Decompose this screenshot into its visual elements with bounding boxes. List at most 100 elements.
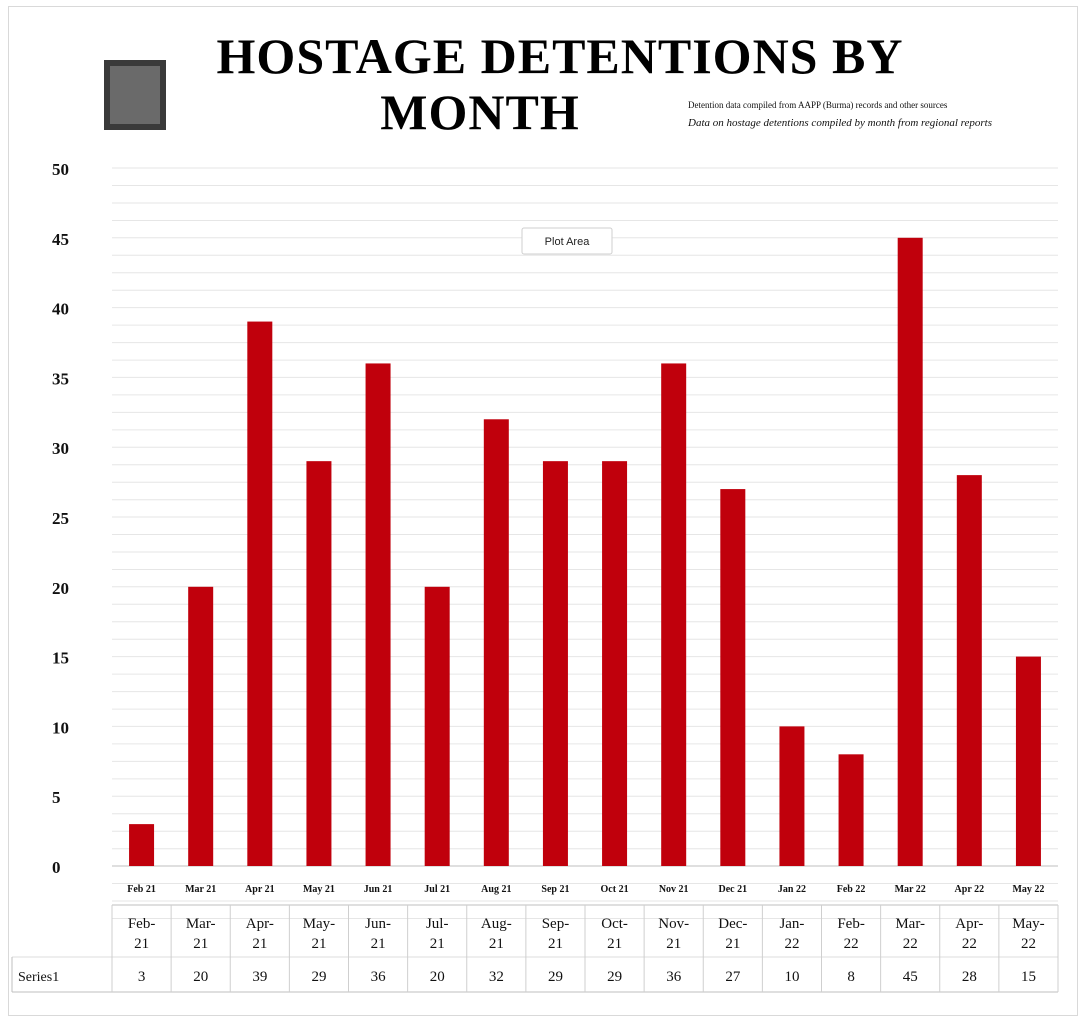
- table-value: 29: [311, 969, 326, 985]
- x-tick-label: Oct 21: [601, 884, 629, 895]
- table-header-year: 21: [666, 936, 681, 952]
- table-header-month: Sep-: [542, 916, 570, 932]
- table-value: 29: [548, 969, 563, 985]
- table-value: 20: [430, 969, 445, 985]
- bar: [779, 726, 805, 866]
- plot-area-tooltip-box: [521, 227, 613, 255]
- chart-title-line-1: HOSTAGE DETENTIONS BY: [216, 28, 904, 84]
- x-tick-label: Apr 22: [955, 884, 985, 895]
- table-header-year: 22: [784, 936, 799, 952]
- x-tick-label: Dec 21: [719, 884, 748, 895]
- table-header-year: 21: [311, 936, 326, 952]
- y-tick-label: 50: [52, 160, 69, 179]
- x-tick-label: Jul 21: [424, 884, 450, 895]
- subtitle-line-1: Detention data compiled from AAPP (Burma…: [688, 100, 948, 110]
- bar: [188, 586, 214, 866]
- x-tick-label: May 22: [1012, 884, 1044, 895]
- bar: [129, 824, 155, 866]
- y-tick-label: 40: [52, 300, 69, 319]
- table-header-month: Jan-: [779, 916, 804, 932]
- table-header-year: 21: [489, 936, 504, 952]
- table-header-year: 21: [193, 936, 208, 952]
- y-tick-label: 10: [52, 718, 69, 737]
- x-tick-label: Sep 21: [541, 884, 569, 895]
- table-header-month: Dec-: [718, 916, 747, 932]
- table-value: 28: [962, 969, 977, 985]
- x-tick-label: Jun 21: [364, 884, 393, 895]
- table-header-month: Feb-: [128, 916, 156, 932]
- table-header-year: 21: [371, 936, 386, 952]
- bar: [483, 419, 509, 866]
- plot-area-tooltip: Plot Area: [545, 236, 591, 248]
- x-tick-label: Mar 21: [185, 884, 216, 895]
- table-header-year: 22: [962, 936, 977, 952]
- x-tick-label: Mar 22: [895, 884, 926, 895]
- table-header-year: 21: [607, 936, 622, 952]
- bar: [424, 586, 450, 866]
- bar: [306, 461, 332, 866]
- bar: [661, 363, 687, 866]
- x-tick-label: Jan 22: [778, 884, 806, 895]
- table-header-year: 21: [252, 936, 267, 952]
- y-tick-label: 25: [52, 509, 69, 528]
- table-value: 36: [666, 969, 682, 985]
- table-value: 32: [489, 969, 504, 985]
- bar: [542, 461, 568, 866]
- chart-subtitle: Detention data compiled from AAPP (Burma…: [688, 96, 1028, 132]
- bar: [602, 461, 628, 866]
- table-value: 29: [607, 969, 622, 985]
- bar: [838, 754, 864, 866]
- bar: [247, 321, 273, 866]
- table-header-month: Apr-: [955, 916, 983, 932]
- y-tick-label: 0: [52, 858, 61, 877]
- table-header-month: Apr-: [246, 916, 274, 932]
- y-tick-label: 35: [52, 369, 69, 388]
- table-header-month: May-: [303, 916, 336, 932]
- table-value: 15: [1021, 969, 1036, 985]
- table-header-year: 21: [430, 936, 445, 952]
- bar: [365, 363, 391, 866]
- table-value: 39: [252, 969, 267, 985]
- chart-title-line-2: MONTH: [380, 84, 580, 140]
- table-header-year: 22: [903, 936, 918, 952]
- bar: [897, 237, 923, 867]
- table-header-month: Mar-: [186, 916, 216, 932]
- chart-title: HOSTAGE DETENTIONS BY MONTH: [150, 28, 970, 140]
- table-value: 8: [847, 969, 855, 985]
- table-value: 3: [138, 969, 146, 985]
- table-header-month: Jul-: [426, 916, 449, 932]
- x-tick-label: Apr 21: [245, 884, 275, 895]
- x-tick-label: May 21: [303, 884, 335, 895]
- table-header-month: Feb-: [837, 916, 865, 932]
- x-tick-label: Aug 21: [481, 884, 511, 895]
- table-header-year: 21: [548, 936, 563, 952]
- table-value: 27: [725, 969, 741, 985]
- table-header-month: Aug-: [481, 916, 512, 932]
- table-value: 10: [784, 969, 799, 985]
- subtitle-line-2: Data on hostage detentions compiled by m…: [688, 117, 992, 129]
- bar: [1015, 656, 1041, 866]
- table-value: 45: [903, 969, 918, 985]
- table-header-month: Oct-: [601, 916, 628, 932]
- table-header-month: May-: [1012, 916, 1045, 932]
- table-header-year: 22: [844, 936, 859, 952]
- bar: [720, 489, 746, 866]
- table-header-month: Nov-: [658, 916, 689, 932]
- x-tick-label: Feb 21: [127, 884, 156, 895]
- y-tick-label: 5: [52, 788, 61, 807]
- chart-frame: [8, 6, 1078, 1016]
- table-header-year: 21: [725, 936, 740, 952]
- y-tick-label: 20: [52, 579, 69, 598]
- table-value: 20: [193, 969, 208, 985]
- organization-logo: [104, 60, 166, 130]
- table-value: 36: [371, 969, 387, 985]
- bar: [956, 475, 982, 866]
- table-header-month: Jun-: [365, 916, 391, 932]
- table-header-year: 22: [1021, 936, 1036, 952]
- y-tick-label: 45: [52, 230, 69, 249]
- x-tick-label: Nov 21: [659, 884, 689, 895]
- table-header-month: Mar-: [895, 916, 925, 932]
- x-tick-label: Feb 22: [837, 884, 866, 895]
- table-series-label: Series1: [18, 970, 59, 985]
